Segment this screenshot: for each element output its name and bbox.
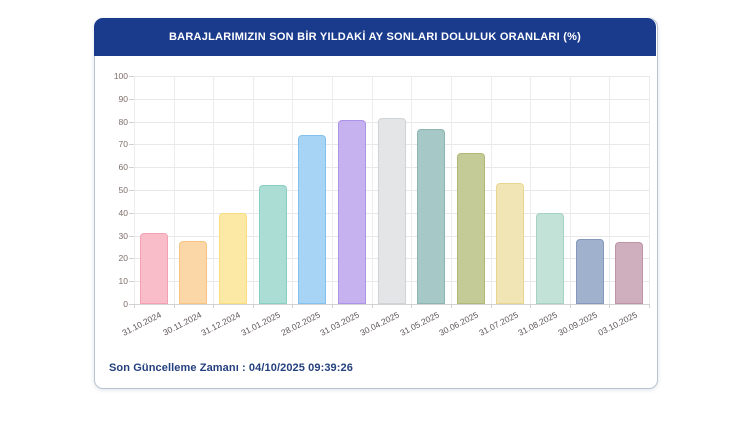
x-tick-label: 31.07.2025 xyxy=(477,309,520,338)
y-tick-label: 20 xyxy=(118,253,128,264)
gridline-v xyxy=(491,76,492,304)
y-axis-tick xyxy=(129,258,134,260)
y-axis-tick xyxy=(129,281,134,283)
x-tick-label: 31.03.2025 xyxy=(318,309,362,338)
gridline-v xyxy=(570,76,571,304)
x-axis-tick xyxy=(174,304,175,308)
y-axis-tick xyxy=(129,76,134,77)
x-axis-tick xyxy=(134,304,135,308)
x-axis-tick xyxy=(253,304,254,308)
y-axis-tick xyxy=(129,98,134,100)
bar[interactable] xyxy=(535,213,564,304)
x-tick-label: 30.11.2024 xyxy=(160,309,203,338)
x-tick-label: 28.02.2025 xyxy=(279,309,322,338)
x-axis-tick xyxy=(411,304,412,308)
bar[interactable] xyxy=(258,184,287,304)
last-update-text: Son Güncelleme Zamanı : 04/10/2025 09:39… xyxy=(109,362,353,374)
gridline-v xyxy=(134,76,135,304)
x-axis-tick xyxy=(332,304,333,308)
x-axis-tick xyxy=(609,304,610,308)
y-axis-tick xyxy=(129,235,134,237)
y-axis-tick xyxy=(129,144,134,146)
x-tick-label: 30.04.2025 xyxy=(358,309,401,338)
x-axis-tick xyxy=(649,304,650,308)
x-tick-label: 31.08.2025 xyxy=(516,309,560,338)
y-tick-label: 80 xyxy=(118,116,128,127)
y-tick-label: 50 xyxy=(118,185,128,195)
x-tick-label: 30.06.2025 xyxy=(437,309,480,338)
chart-title: BARAJLARIMIZIN SON BİR YILDAKİ AY SONLAR… xyxy=(168,31,582,43)
bar[interactable] xyxy=(377,118,406,304)
y-tick-label: 100 xyxy=(113,71,128,81)
y-tick-label: 0 xyxy=(123,299,128,309)
gridline-v xyxy=(530,76,531,304)
x-tick-label: 31.12.2024 xyxy=(199,309,243,338)
x-axis-tick xyxy=(372,304,373,308)
gridline-h xyxy=(134,304,649,305)
x-axis-tick xyxy=(292,304,293,308)
x-axis-tick xyxy=(530,304,531,308)
y-axis-tick xyxy=(129,190,134,191)
gridline-v xyxy=(372,76,373,304)
gridline-v xyxy=(332,76,333,304)
chart-title-bar: BARAJLARIMIZIN SON BİR YILDAKİ AY SONLAR… xyxy=(94,18,656,56)
bar[interactable] xyxy=(575,239,604,304)
y-axis-tick xyxy=(129,304,134,305)
x-tick-label: 30.09.2025 xyxy=(556,309,599,338)
gridline-v xyxy=(253,76,254,304)
bar[interactable] xyxy=(139,233,168,304)
x-axis-tick xyxy=(570,304,571,308)
bar[interactable] xyxy=(219,213,248,304)
x-axis-tick xyxy=(491,304,492,308)
x-tick-label: 03.10.2025 xyxy=(596,309,639,338)
gridline-v xyxy=(292,76,293,304)
gridline-h xyxy=(134,76,649,77)
dam-occupancy-card: BARAJLARIMIZIN SON BİR YILDAKİ AY SONLAR… xyxy=(94,18,658,389)
y-axis-tick xyxy=(129,167,134,169)
gridline-v xyxy=(411,76,412,304)
bar[interactable] xyxy=(496,183,525,304)
x-axis-tick xyxy=(451,304,452,308)
x-tick-label: 31.05.2025 xyxy=(397,309,441,338)
y-tick-label: 60 xyxy=(118,162,128,173)
gridline-h xyxy=(134,98,649,100)
y-tick-label: 90 xyxy=(118,93,128,104)
y-tick-label: 40 xyxy=(118,207,128,218)
x-tick-label: 31.10.2024 xyxy=(120,309,164,338)
bar[interactable] xyxy=(179,240,208,304)
gridline-v xyxy=(451,76,452,304)
bar[interactable] xyxy=(298,134,327,304)
bar[interactable] xyxy=(456,153,485,304)
y-tick-label: 10 xyxy=(118,276,128,287)
y-tick-label: 70 xyxy=(118,139,128,150)
x-tick-label: 31.01.2025 xyxy=(239,309,282,338)
x-axis-tick xyxy=(213,304,214,308)
gridline-v xyxy=(649,76,650,304)
y-axis-tick xyxy=(129,212,134,214)
y-axis-tick xyxy=(129,121,134,123)
bar[interactable] xyxy=(615,242,644,304)
bar[interactable] xyxy=(417,128,446,304)
bar-chart: 0 10 20 30 40 50 60 70 80 90 100 31.10.2024 30.11.20… xyxy=(95,57,657,388)
gridline-v xyxy=(609,76,610,304)
gridline-v xyxy=(213,76,214,304)
y-tick-label: 30 xyxy=(118,230,128,241)
gridline-v xyxy=(174,76,175,304)
plot-area: 0 10 20 30 40 50 60 70 80 90 100 31.10.2024 30.11.20… xyxy=(114,71,650,338)
bar[interactable] xyxy=(337,120,366,304)
